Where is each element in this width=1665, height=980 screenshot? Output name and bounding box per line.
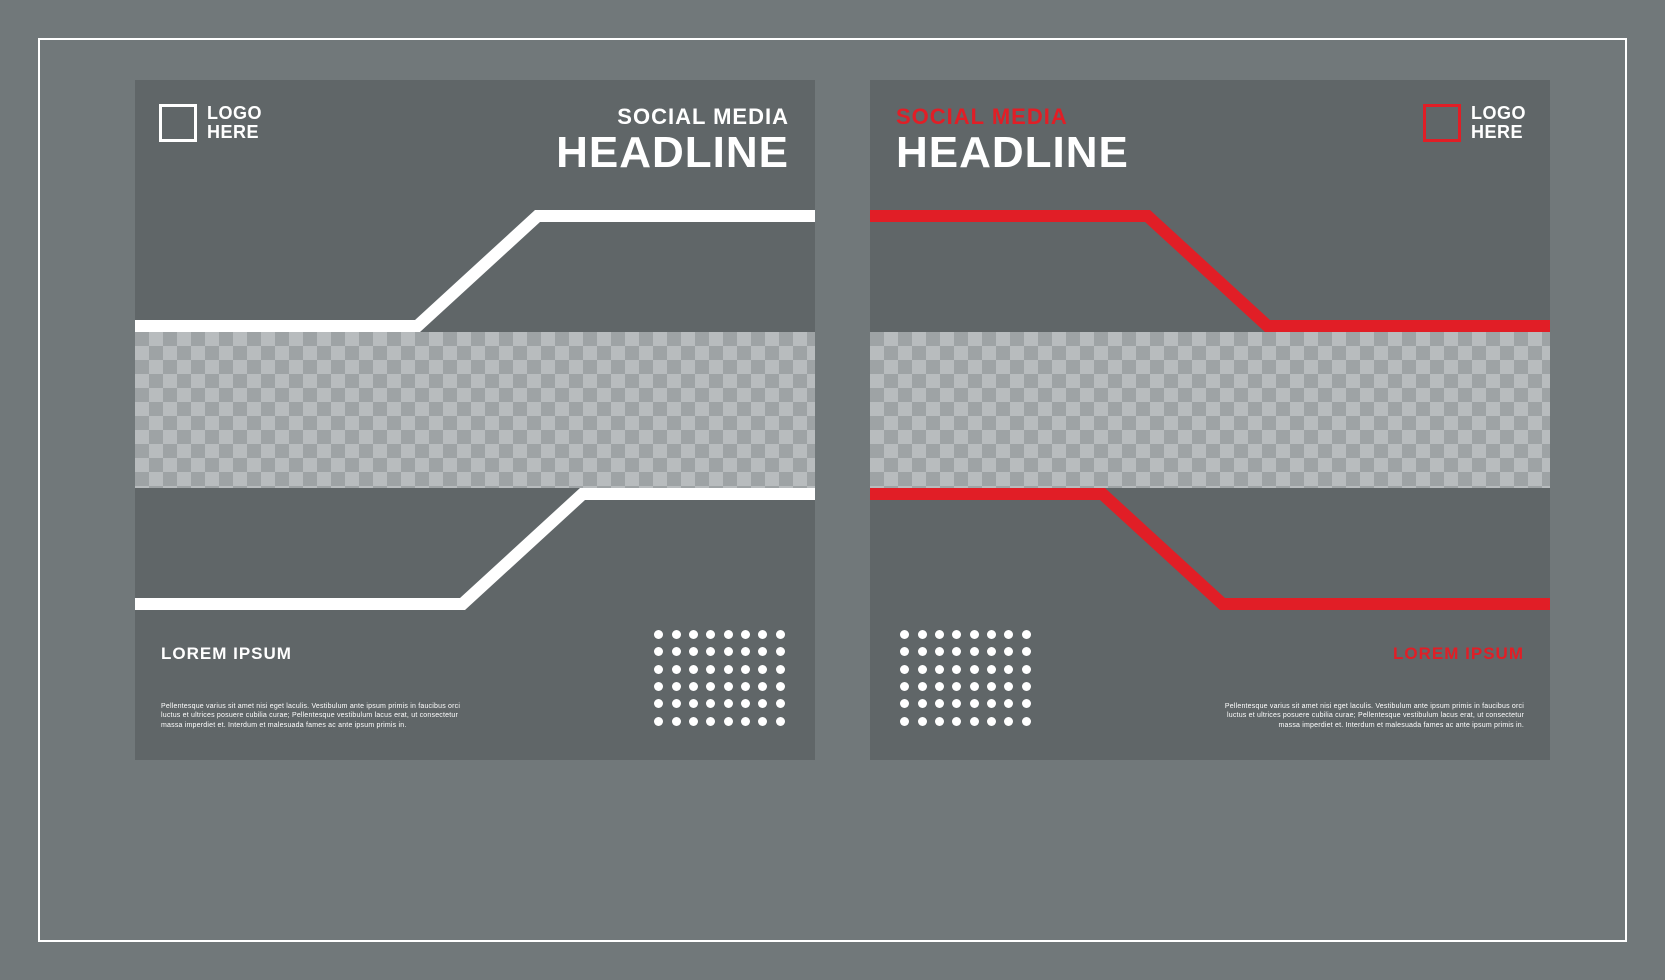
template-card-right: LOGO HERE SOCIAL MEDIA HEADLINE LOREM IP… <box>870 80 1550 760</box>
dot-grid <box>896 626 1035 730</box>
logo-line1: LOGO <box>1471 104 1526 123</box>
footer-title: LOREM IPSUM <box>1393 644 1524 664</box>
logo-square-icon <box>159 104 197 142</box>
header-title: HEADLINE <box>556 128 789 178</box>
header-title: HEADLINE <box>896 128 1129 178</box>
header-block: SOCIAL MEDIA HEADLINE <box>556 104 789 178</box>
dot-grid <box>650 626 789 730</box>
logo-block: LOGO HERE <box>1423 104 1526 142</box>
header-subtitle: SOCIAL MEDIA <box>556 104 789 130</box>
logo-line1: LOGO <box>207 104 262 123</box>
template-card-left: LOGO HERE SOCIAL MEDIA HEADLINE LOREM IP… <box>135 80 815 760</box>
logo-text: LOGO HERE <box>1471 104 1526 142</box>
header-block: SOCIAL MEDIA HEADLINE <box>896 104 1129 178</box>
logo-line2: HERE <box>1471 123 1526 142</box>
footer-title: LOREM IPSUM <box>161 644 292 664</box>
logo-line2: HERE <box>207 123 262 142</box>
logo-text: LOGO HERE <box>207 104 262 142</box>
footer-body: Pellentesque varius sit amet nisi eget l… <box>1214 702 1524 730</box>
header-subtitle: SOCIAL MEDIA <box>896 104 1129 130</box>
footer-body: Pellentesque varius sit amet nisi eget l… <box>161 702 471 730</box>
logo-block: LOGO HERE <box>159 104 262 142</box>
logo-square-icon <box>1423 104 1461 142</box>
